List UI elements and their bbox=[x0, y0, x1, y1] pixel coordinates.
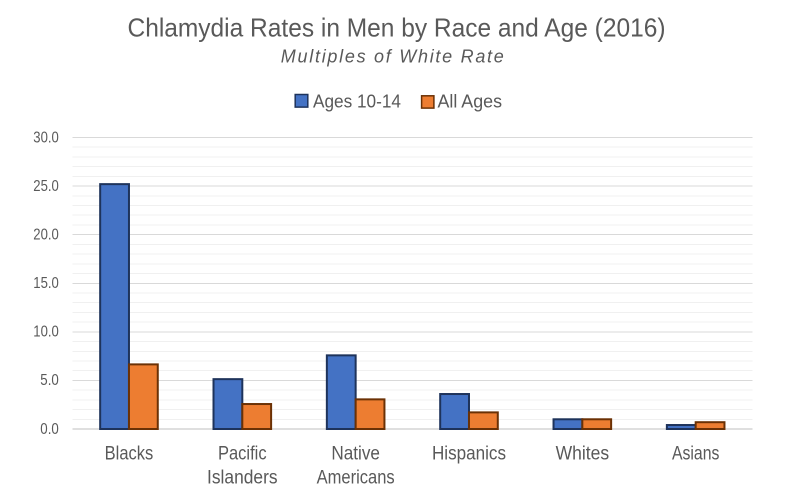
svg-text:All Ages: All Ages bbox=[438, 92, 503, 112]
svg-text:Blacks: Blacks bbox=[105, 443, 154, 464]
svg-text:Whites: Whites bbox=[556, 443, 610, 464]
svg-text:Islanders: Islanders bbox=[207, 468, 278, 489]
svg-text:0.0: 0.0 bbox=[40, 421, 59, 438]
svg-text:25.0: 25.0 bbox=[33, 178, 59, 195]
svg-text:Hispanics: Hispanics bbox=[432, 443, 506, 464]
svg-text:20.0: 20.0 bbox=[33, 226, 59, 243]
svg-text:10.0: 10.0 bbox=[33, 324, 59, 341]
svg-text:Native: Native bbox=[331, 443, 380, 464]
svg-text:Chlamydia Rates in Men by Race: Chlamydia Rates in Men by Race and Age (… bbox=[128, 13, 666, 43]
svg-text:30.0: 30.0 bbox=[33, 129, 59, 146]
svg-text:Asians: Asians bbox=[672, 443, 719, 464]
svg-text:Americans: Americans bbox=[317, 468, 395, 489]
svg-text:Multiples of White Rate: Multiples of White Rate bbox=[281, 47, 504, 67]
svg-text:Ages 10-14: Ages 10-14 bbox=[313, 92, 401, 112]
svg-text:Pacific: Pacific bbox=[218, 443, 267, 464]
svg-text:15.0: 15.0 bbox=[33, 275, 59, 292]
svg-text:5.0: 5.0 bbox=[40, 372, 59, 389]
